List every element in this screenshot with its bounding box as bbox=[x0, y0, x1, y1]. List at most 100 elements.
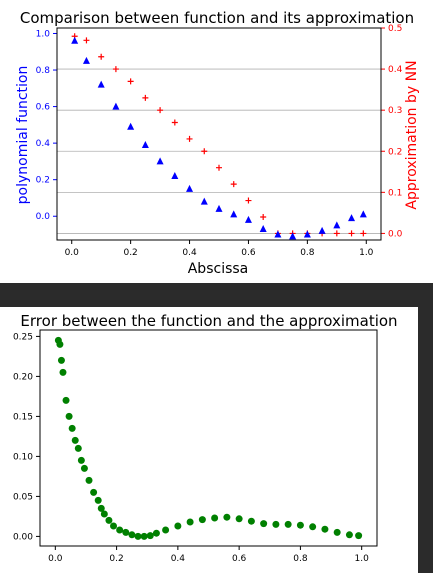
y-right-tick-label: 0.4 bbox=[388, 65, 403, 75]
error-chart: Error between the function and the appro… bbox=[13, 312, 398, 564]
plus-marker bbox=[157, 107, 164, 114]
y-left-tick-label: 0.2 bbox=[36, 176, 50, 186]
error-point bbox=[355, 532, 363, 540]
error-point bbox=[309, 523, 317, 531]
plus-marker bbox=[216, 164, 222, 171]
error-point bbox=[198, 516, 206, 524]
y-axis-label-right: Approximation by NN bbox=[404, 60, 420, 209]
error-point bbox=[77, 456, 85, 464]
y-left-tick-label: 0.4 bbox=[36, 139, 51, 149]
y-tick-label: 0.10 bbox=[13, 452, 33, 462]
error-point bbox=[100, 510, 108, 518]
error-point bbox=[80, 464, 88, 472]
triangle-marker bbox=[200, 197, 208, 205]
plus-marker bbox=[171, 119, 178, 126]
x-tick-label: 0.8 bbox=[300, 248, 315, 258]
triangle-marker bbox=[215, 204, 223, 212]
error-point bbox=[223, 513, 231, 521]
x-tick-label: 0.0 bbox=[65, 248, 80, 258]
triangle-marker bbox=[112, 102, 120, 110]
plus-marker bbox=[98, 53, 105, 60]
series-error bbox=[54, 336, 363, 540]
error-point bbox=[71, 436, 79, 444]
error-point bbox=[94, 496, 102, 504]
error-point bbox=[152, 529, 160, 537]
error-point bbox=[284, 520, 292, 528]
error-point bbox=[272, 520, 280, 528]
error-point bbox=[260, 520, 268, 528]
triangle-marker bbox=[171, 172, 179, 180]
triangle-marker bbox=[82, 56, 90, 64]
error-point bbox=[235, 515, 243, 523]
plus-marker bbox=[333, 230, 340, 237]
error-chart-panel: Error between the function and the appro… bbox=[0, 307, 418, 573]
plus-marker bbox=[230, 181, 237, 188]
y-tick-label: 0.05 bbox=[13, 492, 33, 502]
chart-title: Comparison between function and its appr… bbox=[20, 9, 414, 27]
x-tick-label: 1.0 bbox=[355, 554, 370, 564]
triangle-marker bbox=[259, 225, 267, 233]
x-tick-label: 0.2 bbox=[123, 248, 137, 258]
error-point bbox=[247, 517, 255, 525]
y-left-tick-label: 0.8 bbox=[36, 66, 51, 76]
plus-marker bbox=[83, 37, 90, 44]
x-tick-label: 0.0 bbox=[48, 554, 63, 564]
triangle-marker bbox=[127, 122, 135, 130]
triangle-marker bbox=[244, 215, 252, 223]
x-tick-label: 0.6 bbox=[241, 248, 256, 258]
plus-marker bbox=[127, 78, 134, 85]
error-point bbox=[57, 356, 65, 364]
error-point bbox=[56, 340, 64, 348]
error-point bbox=[134, 532, 142, 540]
y-right-tick-label: 0.5 bbox=[388, 24, 402, 34]
error-point bbox=[90, 488, 98, 496]
x-axis-label: Abscissa bbox=[188, 261, 249, 277]
error-point bbox=[146, 532, 154, 540]
x-tick-label: 1.0 bbox=[359, 248, 374, 258]
comparison-chart: Comparison between function and its appr… bbox=[15, 9, 420, 277]
triangle-marker bbox=[156, 157, 164, 165]
plus-marker bbox=[245, 197, 252, 204]
x-tick-label: 0.4 bbox=[182, 248, 197, 258]
grid-lines bbox=[57, 27, 381, 234]
error-point bbox=[174, 522, 182, 530]
plus-marker bbox=[260, 213, 267, 220]
y-right-tick-label: 0.3 bbox=[388, 106, 402, 116]
error-point bbox=[68, 424, 76, 432]
triangle-marker bbox=[348, 214, 356, 222]
plot-frame bbox=[56, 27, 382, 241]
error-point bbox=[105, 516, 113, 524]
y-right-tick-label: 0.0 bbox=[388, 229, 403, 239]
y-left-tick-label: 0.0 bbox=[36, 212, 51, 222]
triangle-marker bbox=[274, 230, 282, 238]
y-left-tick-label: 0.6 bbox=[36, 103, 51, 113]
triangle-marker bbox=[333, 221, 341, 229]
error-point bbox=[128, 531, 136, 539]
error-point bbox=[211, 514, 219, 522]
y-tick-label: 0.25 bbox=[13, 332, 33, 342]
error-point bbox=[333, 528, 341, 536]
chart-title: Error between the function and the appro… bbox=[20, 312, 397, 330]
plus-marker bbox=[112, 66, 119, 73]
comparison-chart-panel: Comparison between function and its appr… bbox=[0, 0, 433, 283]
plus-marker bbox=[186, 135, 193, 142]
triangle-marker bbox=[230, 210, 238, 218]
error-point bbox=[110, 522, 118, 530]
plus-marker bbox=[348, 230, 355, 237]
y-tick-label: 0.00 bbox=[13, 532, 33, 542]
x-tick-label: 0.6 bbox=[232, 554, 247, 564]
plus-marker bbox=[360, 230, 367, 237]
y-left-tick-label: 1.0 bbox=[36, 29, 51, 39]
error-point bbox=[186, 518, 194, 526]
error-point bbox=[74, 444, 82, 452]
tick-labels: 0.0 0.2 0.4 0.6 0.8 1.0 0.0 0.2 0.4 0.6 0.8 1.0 0.0 0… bbox=[36, 24, 403, 258]
x-tick-label: 0.8 bbox=[293, 554, 308, 564]
triangle-marker bbox=[359, 210, 367, 218]
y-tick-label: 0.20 bbox=[13, 372, 33, 382]
error-point bbox=[65, 412, 73, 420]
error-point bbox=[62, 396, 70, 404]
y-axis-label-left: polynomial function bbox=[15, 66, 31, 205]
error-point bbox=[321, 525, 329, 533]
triangle-marker bbox=[318, 226, 326, 234]
series-polynomial bbox=[71, 36, 367, 240]
